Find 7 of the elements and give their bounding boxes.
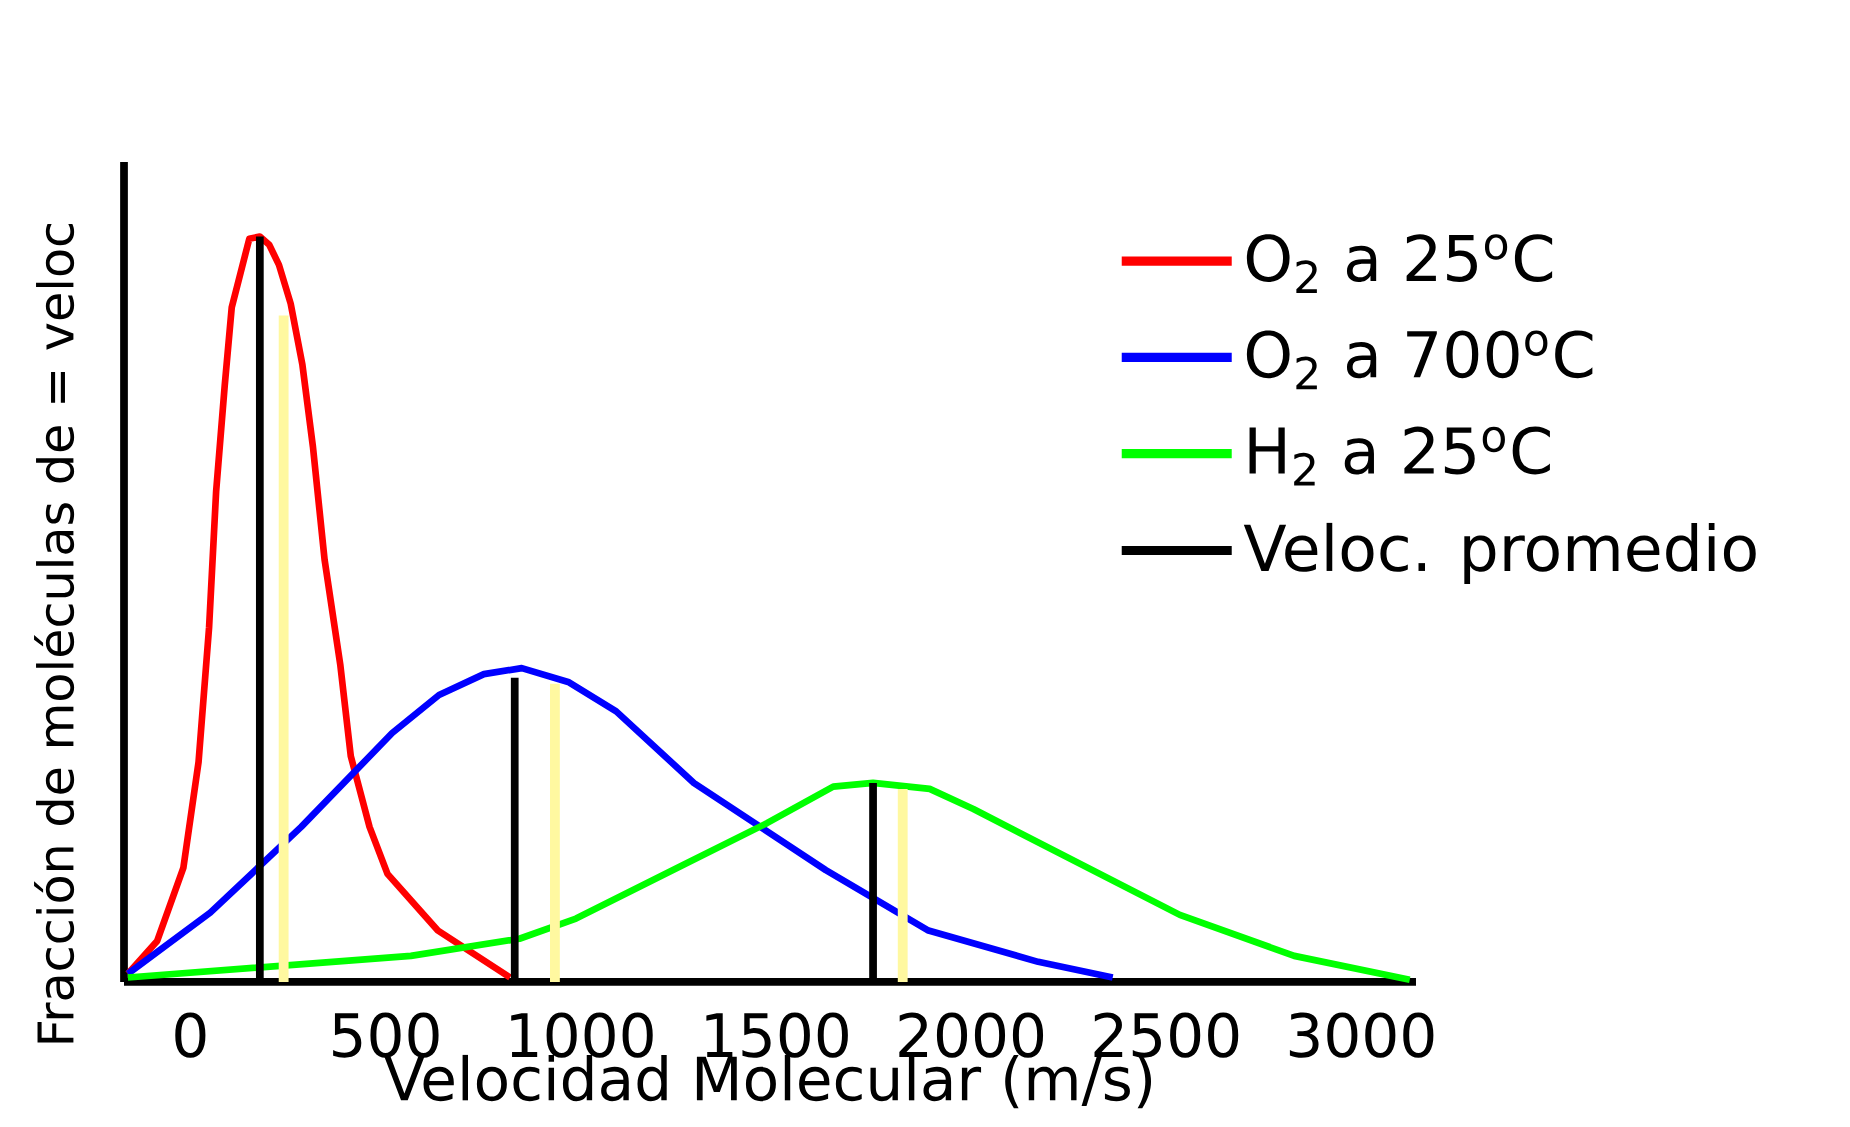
legend-label: O$_{2}$ a 25$^{o}$C [1246,234,1553,294]
y-axis-title: Fracción de moléculas de = veloc [34,223,75,1043]
legend-label: Veloc. promedio [1243,522,1756,585]
legend-label: H$_{2}$ a 25$^{o}$C [1249,426,1550,486]
x-tick-label: 3000 [1289,1012,1434,1058]
legend-label: O$_{2}$ a 700$^{o}$C [1246,330,1593,390]
x-tick-label: 0 [175,1012,206,1058]
